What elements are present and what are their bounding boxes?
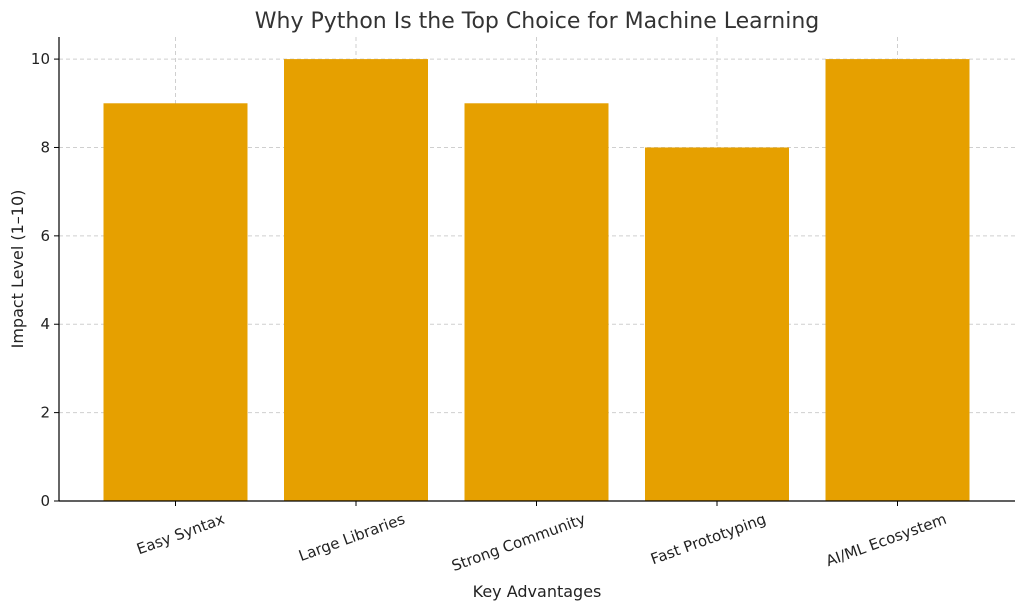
x-tick-label: Fast Prototyping xyxy=(648,510,768,568)
x-axis-label: Key Advantages xyxy=(473,582,602,601)
bar xyxy=(645,147,789,501)
bar xyxy=(825,59,970,501)
y-tick-label: 6 xyxy=(40,227,50,245)
x-ticks: Easy Syntax Large Libraries Strong Communi… xyxy=(134,501,949,575)
x-tick-label: AI/ML Ecosystem xyxy=(823,510,948,570)
y-tick-label: 8 xyxy=(40,138,50,156)
y-tick-label: 10 xyxy=(31,50,50,68)
x-tick-label: Easy Syntax xyxy=(134,510,227,558)
bars xyxy=(103,59,970,502)
y-ticks: 0 2 4 6 8 10 xyxy=(31,50,59,510)
y-tick-label: 2 xyxy=(40,404,50,422)
y-axis-label: Impact Level (1–10) xyxy=(8,190,27,349)
bar xyxy=(103,103,248,502)
x-tick-label: Large Libraries xyxy=(296,510,407,565)
y-tick-label: 0 xyxy=(40,492,50,510)
x-tick-label: Strong Community xyxy=(449,510,588,575)
y-tick-label: 4 xyxy=(40,315,50,333)
bar xyxy=(464,103,609,502)
bar xyxy=(284,59,428,501)
chart-title: Why Python Is the Top Choice for Machine… xyxy=(255,9,819,34)
